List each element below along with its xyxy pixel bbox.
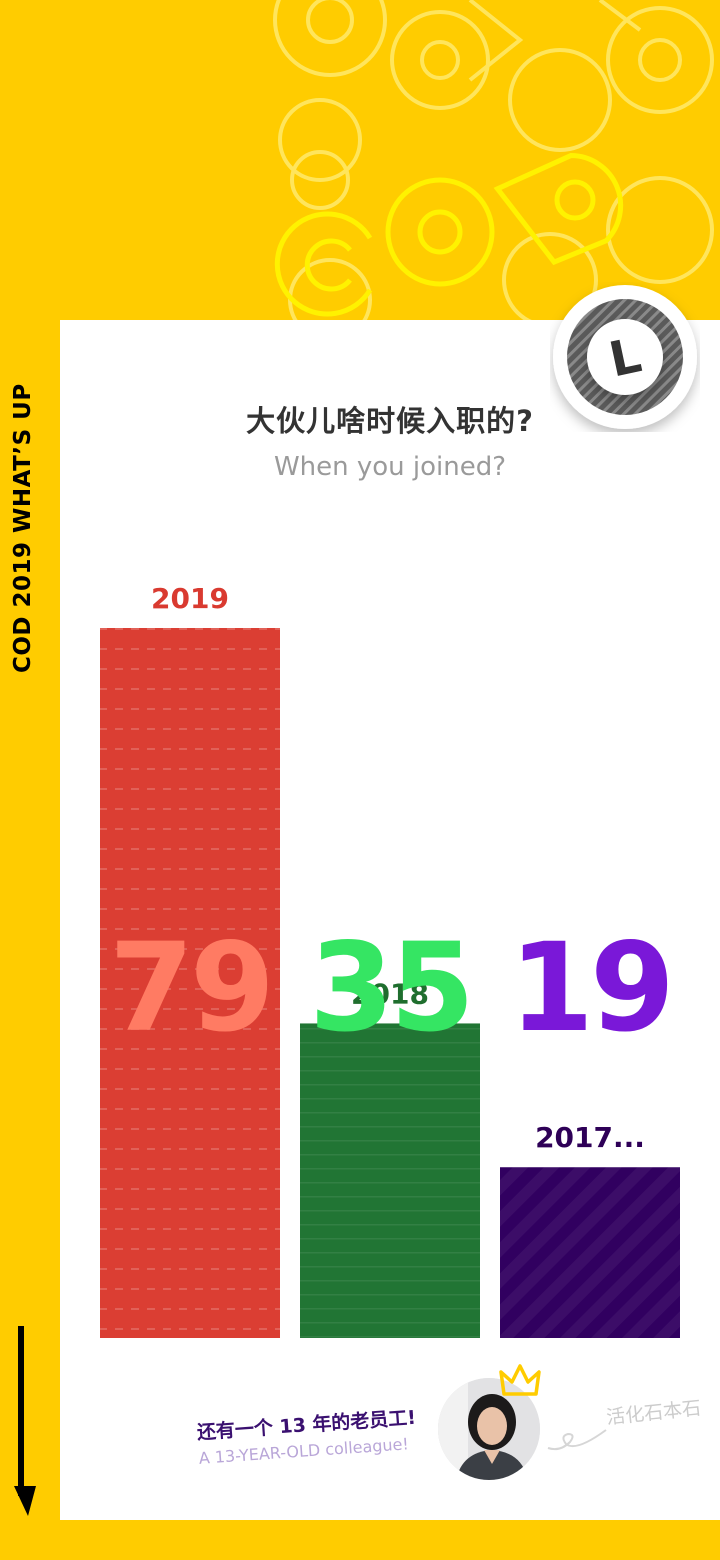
avatar: [438, 1378, 540, 1480]
crown-icon: [499, 1364, 541, 1396]
clock-icon: L: [553, 285, 697, 429]
person-icon: [438, 1378, 540, 1480]
header-decoration: [273, 0, 714, 330]
down-arrow-icon: [14, 1326, 36, 1516]
squiggle-icon: [547, 1429, 607, 1451]
chart-title: 大伙儿啥时候入职的?: [246, 404, 534, 438]
chart-subtitle: When you joined?: [273, 452, 507, 482]
content-card: [60, 320, 720, 1520]
side-label: COD 2019 WHAT’S UP: [10, 383, 36, 673]
